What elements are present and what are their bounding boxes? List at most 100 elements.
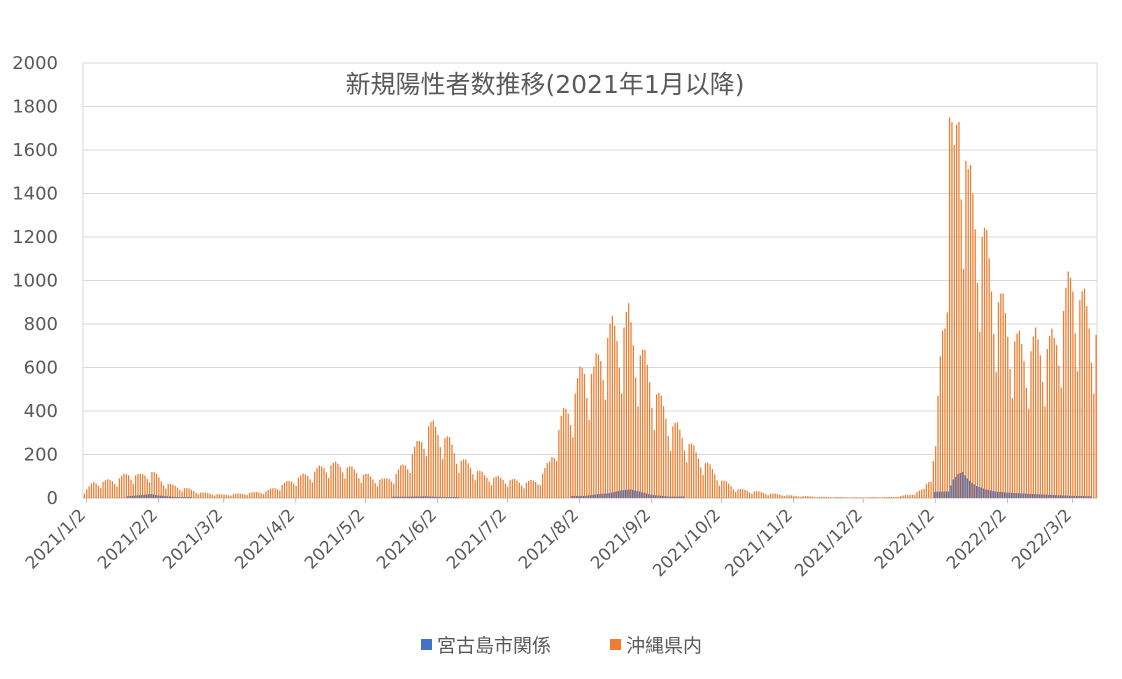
bar-okinawa: [662, 406, 665, 498]
bar-okinawa: [953, 144, 955, 498]
bar-miyakojima: [171, 496, 173, 498]
bar-okinawa: [118, 478, 120, 498]
bar-miyakojima: [599, 493, 601, 498]
bar-okinawa: [1000, 293, 1002, 498]
bar-miyakojima: [641, 492, 643, 498]
bar-miyakojima: [673, 496, 675, 498]
bar-miyakojima: [969, 480, 971, 498]
bar-miyakojima: [1031, 493, 1034, 498]
bar-miyakojima: [134, 495, 136, 498]
bar-miyakojima: [394, 496, 396, 498]
bar-okinawa: [279, 490, 281, 498]
bar-okinawa: [781, 495, 783, 498]
bar-okinawa: [990, 291, 993, 498]
bar-okinawa: [1074, 333, 1076, 498]
bar-miyakojima: [955, 476, 957, 498]
bar-okinawa: [248, 492, 251, 498]
x-tick-label: 2021/5/2: [301, 505, 369, 573]
bar-okinawa: [909, 494, 911, 498]
bar-okinawa: [183, 488, 186, 498]
bar-okinawa: [432, 420, 434, 498]
bar-okinawa: [530, 479, 532, 498]
bar-okinawa: [521, 485, 523, 498]
bar-okinawa: [983, 227, 986, 499]
bar-okinawa: [514, 478, 516, 498]
bar-okinawa: [123, 473, 125, 498]
bar-okinawa: [483, 475, 486, 498]
bar-okinawa: [186, 488, 188, 498]
bar-miyakojima: [445, 497, 448, 498]
bar-okinawa: [404, 465, 407, 498]
bar-okinawa: [609, 323, 611, 498]
bar-okinawa: [581, 367, 583, 498]
bar-miyakojima: [1055, 495, 1057, 498]
bar-miyakojima: [182, 497, 185, 498]
x-tick-label: 2022/1/2: [871, 505, 939, 573]
bar-okinawa: [267, 489, 269, 498]
y-tick-label: 800: [24, 314, 58, 335]
bar-okinawa: [290, 481, 293, 498]
bar-miyakojima: [648, 494, 650, 498]
legend-label-miyakojima: 宮古島市関係: [437, 635, 551, 657]
bar-okinawa: [479, 470, 481, 498]
bar-okinawa: [181, 491, 183, 498]
bar-miyakojima: [420, 496, 422, 498]
bar-okinawa: [328, 477, 330, 498]
bar-miyakojima: [455, 497, 457, 498]
bar-miyakojima: [671, 496, 673, 498]
bar-okinawa: [974, 229, 976, 498]
bar-okinawa: [216, 494, 218, 498]
bar-miyakojima: [578, 495, 580, 498]
x-tick-label: 2021/3/2: [159, 505, 227, 573]
bar-okinawa: [886, 496, 888, 498]
bar-okinawa: [804, 496, 807, 498]
bar-miyakojima: [422, 496, 424, 498]
bar-okinawa: [855, 497, 858, 498]
bar-miyakojima: [573, 495, 575, 498]
bar-okinawa: [635, 377, 637, 498]
bar-okinawa: [204, 492, 207, 498]
bar-miyakojima: [136, 495, 138, 498]
bar-okinawa: [444, 438, 446, 498]
bar-okinawa: [630, 322, 632, 498]
x-tick-label: 2021/6/2: [373, 505, 441, 573]
bar-okinawa: [681, 438, 683, 498]
bar-okinawa: [509, 480, 511, 498]
bar-miyakojima: [985, 489, 987, 498]
bar-okinawa: [174, 485, 176, 498]
bar-okinawa: [1093, 393, 1095, 498]
bar-okinawa: [500, 477, 502, 498]
bar-miyakojima: [1073, 495, 1075, 498]
bar-okinawa: [607, 337, 609, 498]
bar-okinawa: [1023, 361, 1025, 498]
bar-okinawa: [969, 165, 972, 498]
bar-miyakojima: [150, 494, 152, 498]
bar-okinawa: [1002, 293, 1004, 498]
bar-miyakojima: [587, 495, 589, 498]
bar-miyakojima: [429, 496, 431, 498]
bar-miyakojima: [643, 492, 645, 498]
chart-title: 新規陽性者数推移(2021年1月以降): [345, 70, 744, 99]
bar-okinawa: [728, 483, 730, 498]
bar-okinawa: [128, 475, 130, 498]
bar-okinawa: [935, 446, 937, 498]
bar-okinawa: [381, 478, 383, 498]
bar-okinawa: [1035, 327, 1037, 498]
bar-miyakojima: [989, 490, 992, 498]
bar-okinawa: [428, 426, 430, 498]
bar-okinawa: [1021, 343, 1023, 498]
bar-okinawa: [704, 463, 707, 498]
bar-okinawa: [590, 374, 593, 498]
bar-okinawa: [548, 461, 551, 498]
bar-miyakojima: [1029, 493, 1031, 498]
bar-okinawa: [109, 479, 111, 498]
bar-miyakojima: [189, 497, 192, 498]
bar-okinawa: [869, 497, 872, 498]
bar-okinawa: [302, 473, 304, 498]
bar-miyakojima: [982, 488, 985, 498]
bar-miyakojima: [399, 496, 401, 498]
bar-miyakojima: [636, 490, 638, 498]
bar-miyakojima: [678, 496, 680, 498]
bar-miyakojima: [1059, 495, 1061, 498]
